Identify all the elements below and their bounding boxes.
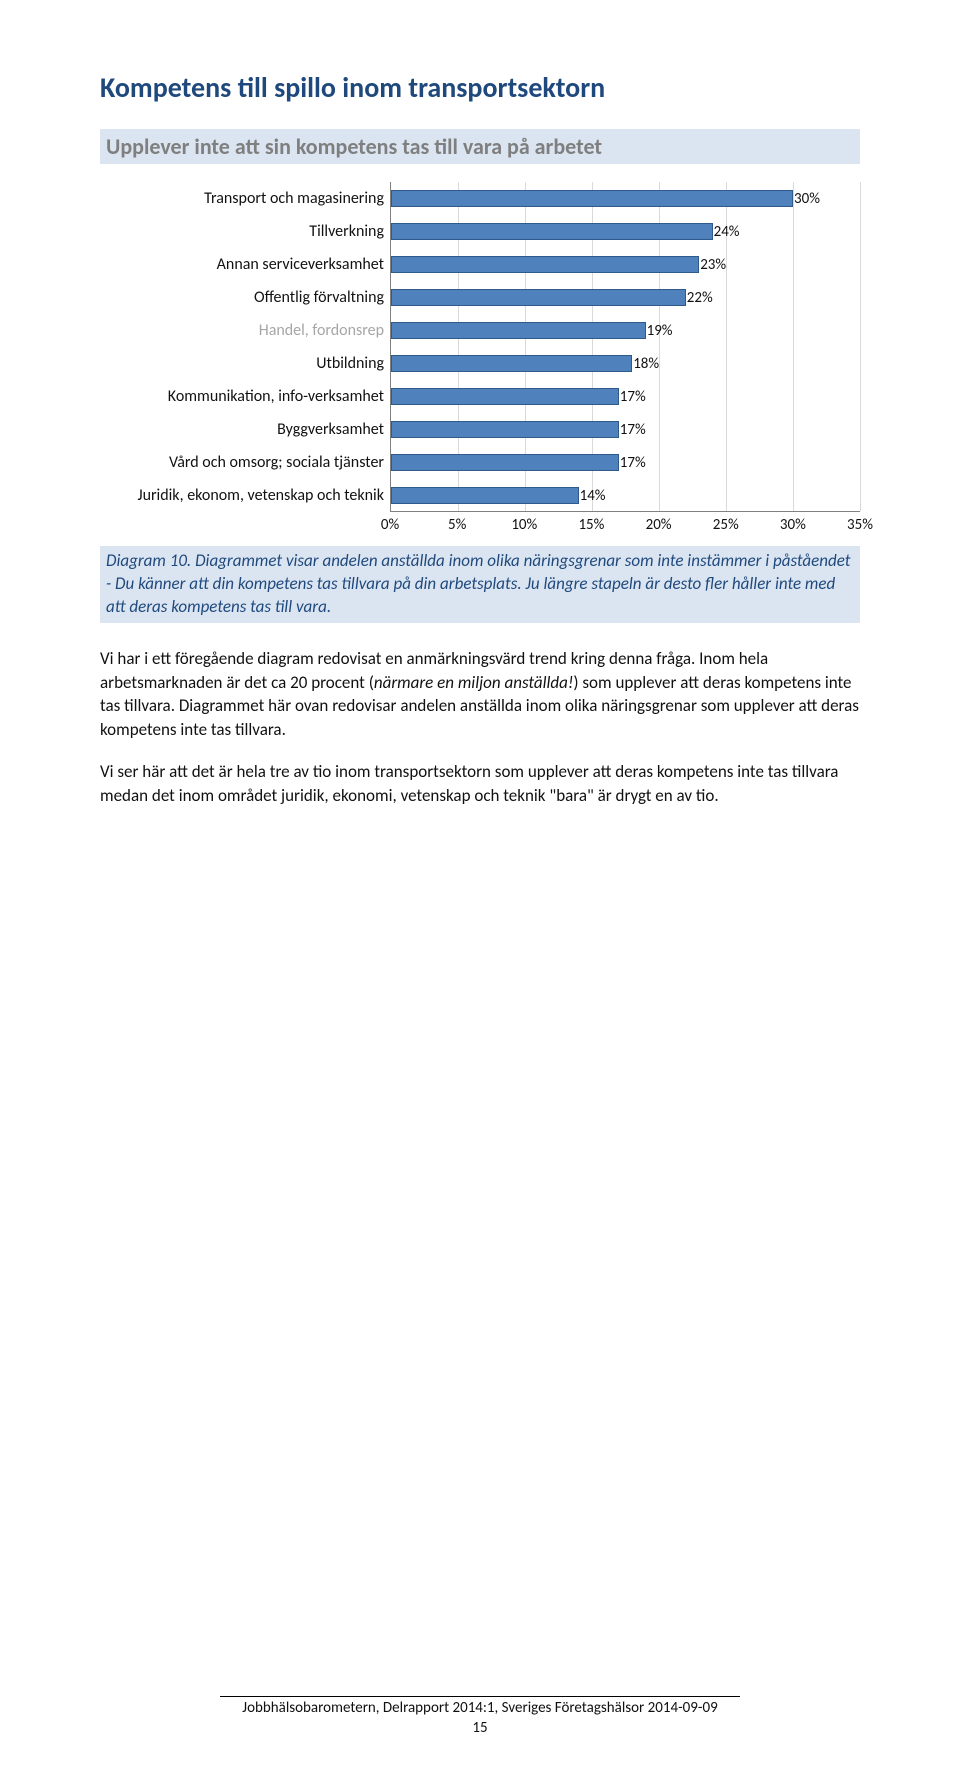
chart-bar: 19% — [391, 322, 646, 339]
chart-bar-row: 19% — [391, 314, 860, 347]
chart-y-label: Annan serviceverksamhet — [100, 248, 390, 281]
chart-y-labels: Transport och magasineringTillverkningAn… — [100, 182, 390, 536]
chart-bar-value: 17% — [620, 388, 646, 406]
chart-bar-value: 18% — [633, 355, 659, 373]
chart-caption: Diagram 10. Diagrammet visar andelen ans… — [100, 546, 860, 623]
chart-bar: 17% — [391, 388, 619, 405]
chart-y-label: Handel, fordonsrep — [100, 314, 390, 347]
chart-bar-row: 30% — [391, 182, 860, 215]
footer-page-number: 15 — [100, 1719, 860, 1737]
chart-y-label: Byggverksamhet — [100, 413, 390, 446]
chart-bar-row: 23% — [391, 248, 860, 281]
chart-x-tick: 30% — [780, 516, 806, 534]
chart-bar: 17% — [391, 421, 619, 438]
paragraph-2: Vi ser här att det är hela tre av tio in… — [100, 760, 860, 808]
chart-plot-area: 30%24%23%22%19%18%17%17%17%14% — [390, 182, 860, 512]
chart-x-tick: 35% — [847, 516, 873, 534]
page-footer: Jobbhälsobarometern, Delrapport 2014:1, … — [100, 1696, 860, 1737]
chart-bar-value: 19% — [647, 322, 673, 340]
chart-y-label: Kommunikation, info-verksamhet — [100, 380, 390, 413]
chart-y-label: Transport och magasinering — [100, 182, 390, 215]
chart-x-tick: 25% — [713, 516, 739, 534]
chart-x-tick: 20% — [646, 516, 672, 534]
body-text: Vi har i ett föregående diagram redovisa… — [100, 647, 860, 808]
chart-y-label: Vård och omsorg; sociala tjänster — [100, 446, 390, 479]
chart-bar: 24% — [391, 223, 713, 240]
chart-bar-row: 24% — [391, 215, 860, 248]
chart-bar-value: 14% — [580, 487, 606, 505]
paragraph-1: Vi har i ett föregående diagram redovisa… — [100, 647, 860, 742]
chart-y-label: Tillverkning — [100, 215, 390, 248]
chart-bar-value: 17% — [620, 421, 646, 439]
chart: Transport och magasineringTillverkningAn… — [100, 182, 860, 536]
page-heading: Kompetens till spillo inom transportsekt… — [100, 70, 860, 105]
chart-bar-value: 24% — [714, 223, 740, 241]
p1-italic: närmare en miljon anställda! — [374, 672, 574, 693]
chart-bar-row: 18% — [391, 347, 860, 380]
chart-bar: 23% — [391, 256, 699, 273]
chart-bar-row: 17% — [391, 413, 860, 446]
chart-bar-row: 17% — [391, 446, 860, 479]
footer-text: Jobbhälsobarometern, Delrapport 2014:1, … — [100, 1699, 860, 1717]
chart-title-band: Upplever inte att sin kompetens tas till… — [100, 129, 860, 164]
chart-x-tick: 0% — [381, 516, 399, 534]
chart-bar: 17% — [391, 454, 619, 471]
chart-bar-row: 17% — [391, 380, 860, 413]
chart-plot: 30%24%23%22%19%18%17%17%17%14% 0%5%10%15… — [390, 182, 860, 536]
chart-bar: 22% — [391, 289, 686, 306]
chart-y-label: Offentlig förvaltning — [100, 281, 390, 314]
caption-rest: Diagrammet visar andelen anställda inom … — [106, 550, 850, 617]
chart-bar-row: 14% — [391, 479, 860, 512]
page: Kompetens till spillo inom transportsekt… — [0, 0, 960, 1777]
chart-bar-value: 17% — [620, 454, 646, 472]
footer-rule — [220, 1696, 740, 1697]
chart-x-tick: 10% — [511, 516, 537, 534]
chart-bar-value: 23% — [700, 256, 726, 274]
chart-y-label: Utbildning — [100, 347, 390, 380]
chart-bar: 30% — [391, 190, 793, 207]
chart-x-tick: 15% — [578, 516, 604, 534]
chart-bar-value: 30% — [794, 190, 820, 208]
caption-lead: Diagram 10. — [106, 550, 191, 571]
chart-x-axis: 0%5%10%15%20%25%30%35% — [390, 512, 860, 536]
chart-y-label: Juridik, ekonom, vetenskap och teknik — [100, 479, 390, 512]
chart-gridline — [860, 182, 861, 511]
chart-bar-value: 22% — [687, 289, 713, 307]
chart-x-tick: 5% — [448, 516, 466, 534]
chart-bar-row: 22% — [391, 281, 860, 314]
chart-bar: 18% — [391, 355, 632, 372]
chart-bar: 14% — [391, 487, 579, 504]
